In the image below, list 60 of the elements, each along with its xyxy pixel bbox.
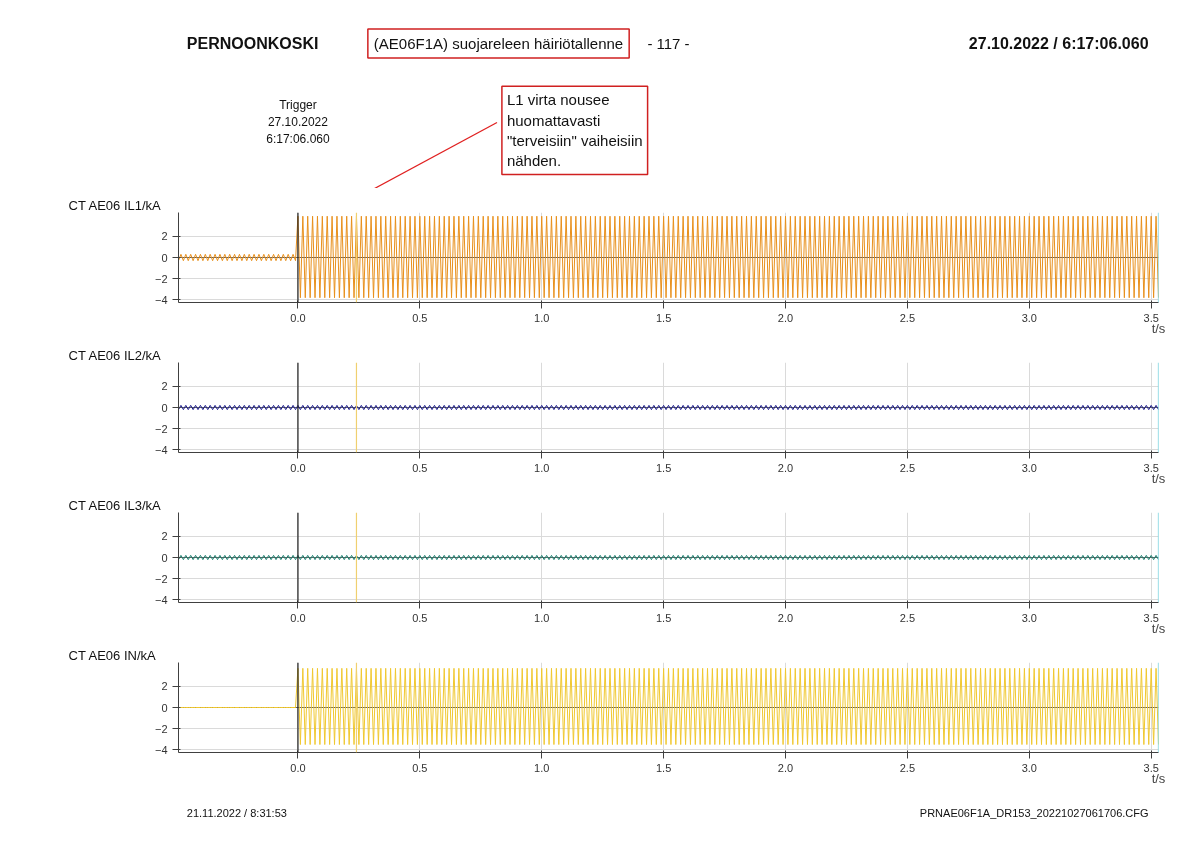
- x-tick-label: 0.0: [290, 761, 306, 774]
- text: - 117 -: [647, 34, 690, 52]
- y-tick-label: −2: [154, 572, 168, 585]
- x-tick-label: 0.0: [290, 461, 306, 474]
- y-tick-label: −4: [154, 593, 168, 606]
- text: 21.11.2022 / 8:31:53: [186, 807, 287, 820]
- text: 27.10.2022 / 6:17:06.060: [968, 34, 1149, 52]
- x-tick-label: 0.0: [290, 311, 306, 324]
- y-axis-title: CT AE06 IL2/kA: [68, 347, 162, 363]
- text: L1 virta nousee huomattavasti "terveisiin" vaiheisiin nähden.: [506, 91, 643, 170]
- x-tick-label: 0.5: [412, 311, 428, 324]
- x-tick-label: 2.0: [777, 311, 794, 324]
- y-tick-label: −4: [154, 743, 168, 756]
- x-tick-label: 2.5: [899, 611, 916, 624]
- x-tick-label: 1.5: [655, 611, 672, 624]
- y-tick-label: 0: [161, 401, 168, 414]
- x-tick-label: 3.0: [1021, 761, 1037, 774]
- x-tick-label: 3.5: [1143, 311, 1159, 324]
- x-tick-label: 2.0: [777, 461, 794, 474]
- text: Trigger 27.10.2022 6:17:06.060: [266, 98, 330, 146]
- x-tick-label: 3.5: [1143, 611, 1159, 624]
- y-tick-label: 0: [161, 251, 168, 264]
- y-tick-label: −2: [154, 722, 168, 735]
- x-tick-label: 2.0: [777, 761, 794, 774]
- x-tick-label: 3.0: [1021, 611, 1037, 624]
- x-tick-label: 2.5: [899, 311, 916, 324]
- y-tick-label: −4: [154, 293, 168, 306]
- x-tick-label: 1.5: [655, 461, 672, 474]
- y-tick-label: −4: [154, 443, 168, 456]
- text: PERNOONKOSKI: [186, 34, 319, 52]
- y-tick-label: −2: [154, 272, 168, 285]
- x-tick-label: 0.5: [412, 611, 428, 624]
- y-tick-label: 2: [161, 680, 168, 693]
- x-tick-label: 3.5: [1143, 761, 1159, 774]
- y-tick-label: 2: [161, 230, 168, 243]
- x-tick-label: 3.0: [1021, 461, 1037, 474]
- x-tick-label: 1.0: [534, 611, 550, 624]
- text: PRNAE06F1A_DR153_20221027061706.CFG: [919, 807, 1149, 820]
- y-tick-label: 2: [161, 380, 168, 393]
- x-tick-label: 1.0: [534, 761, 550, 774]
- x-tick-label: 1.5: [655, 761, 672, 774]
- y-axis-title: CT AE06 IN/kA: [68, 647, 157, 663]
- y-axis-title: CT AE06 IL1/kA: [68, 197, 162, 213]
- x-tick-label: 0.5: [412, 761, 428, 774]
- y-tick-label: 0: [161, 701, 168, 714]
- x-tick-label: 0.5: [412, 461, 428, 474]
- x-tick-label: 3.0: [1021, 311, 1037, 324]
- y-tick-label: −2: [154, 422, 168, 435]
- y-tick-label: 0: [161, 551, 168, 564]
- x-tick-label: 2.5: [899, 761, 916, 774]
- text: (AE06F1A) suojareleen häiriötallenne: [373, 34, 624, 52]
- x-tick-label: 3.5: [1143, 461, 1159, 474]
- x-tick-label: 2.0: [777, 611, 794, 624]
- y-axis-title: CT AE06 IL3/kA: [68, 497, 162, 513]
- y-tick-label: 2: [161, 530, 168, 543]
- x-tick-label: 0.0: [290, 611, 306, 624]
- x-tick-label: 1.5: [655, 311, 672, 324]
- x-tick-label: 1.0: [534, 311, 550, 324]
- x-tick-label: 2.5: [899, 461, 916, 474]
- x-tick-label: 1.0: [534, 461, 550, 474]
